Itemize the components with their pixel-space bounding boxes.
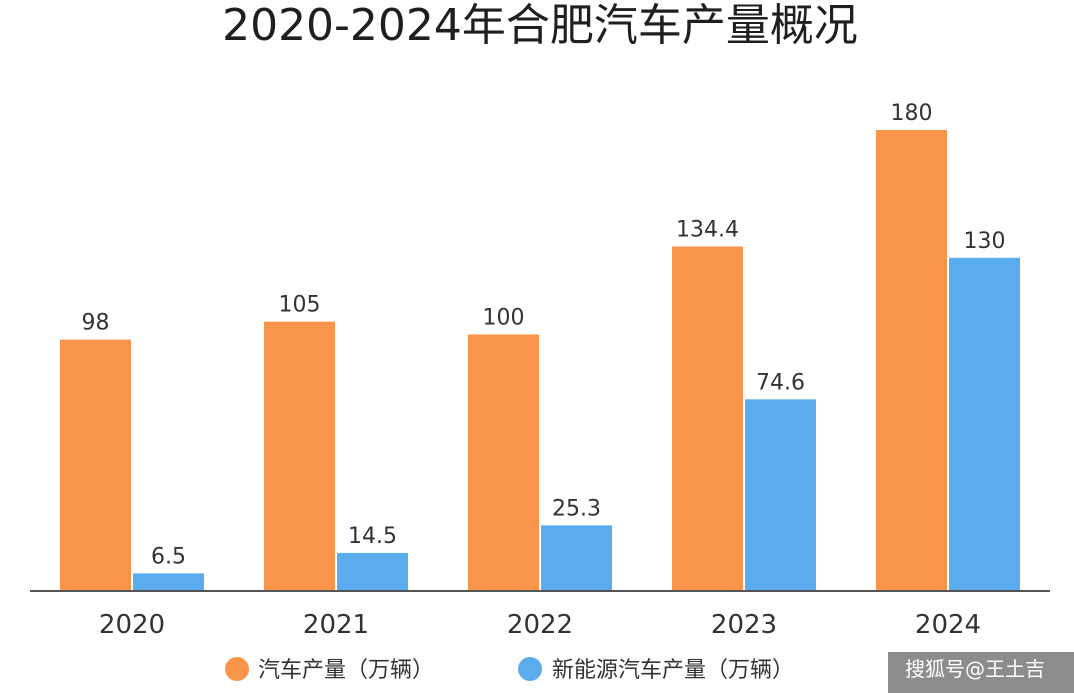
bar-total-2021 <box>264 321 335 590</box>
bar-total-2024 <box>876 130 947 590</box>
legend-marker-nev <box>518 657 542 681</box>
data-label-total-2023: 134.4 <box>676 218 739 243</box>
data-label-nev-2024: 130 <box>964 229 1006 254</box>
bar-nev-2024 <box>949 257 1020 590</box>
data-label-total-2022: 100 <box>483 305 525 330</box>
bar-total-2023 <box>672 246 743 591</box>
x-tick-labels: 2020 2021 2022 2023 2024 <box>99 610 981 640</box>
bar-nev-2022 <box>541 525 612 590</box>
data-label-nev-2022: 25.3 <box>552 496 601 521</box>
bars-layer: 98 6.5 105 14.5 100 25.3 134.4 74.6 180 130 <box>60 101 1020 591</box>
x-tick-label-2021: 2021 <box>303 610 369 640</box>
chart-title: 2020-2024年合肥汽车产量概况 <box>222 0 858 51</box>
x-tick-label-2020: 2020 <box>99 610 165 640</box>
x-tick-label-2023: 2023 <box>711 610 777 640</box>
data-label-nev-2023: 74.6 <box>756 370 805 395</box>
legend-marker-total <box>225 657 249 681</box>
legend-label-total: 汽车产量（万辆） <box>258 658 434 683</box>
bar-total-2020 <box>60 339 131 590</box>
watermark: 搜狐号@王土吉 <box>905 657 1045 681</box>
data-label-total-2021: 105 <box>279 293 321 318</box>
x-tick-label-2024: 2024 <box>915 610 981 640</box>
bar-nev-2021 <box>337 552 408 590</box>
legend: 汽车产量（万辆） 新能源汽车产量（万辆） <box>225 657 794 683</box>
legend-label-nev: 新能源汽车产量（万辆） <box>552 658 794 683</box>
data-label-nev-2021: 14.5 <box>348 524 397 549</box>
x-tick-label-2022: 2022 <box>507 610 573 640</box>
bar-nev-2023 <box>745 399 816 590</box>
data-label-nev-2020: 6.5 <box>151 544 186 569</box>
data-label-total-2024: 180 <box>891 101 933 126</box>
bar-nev-2020 <box>133 573 204 590</box>
data-label-total-2020: 98 <box>82 311 110 336</box>
bar-total-2022 <box>468 334 539 590</box>
watermark-backdrop <box>888 652 1074 693</box>
